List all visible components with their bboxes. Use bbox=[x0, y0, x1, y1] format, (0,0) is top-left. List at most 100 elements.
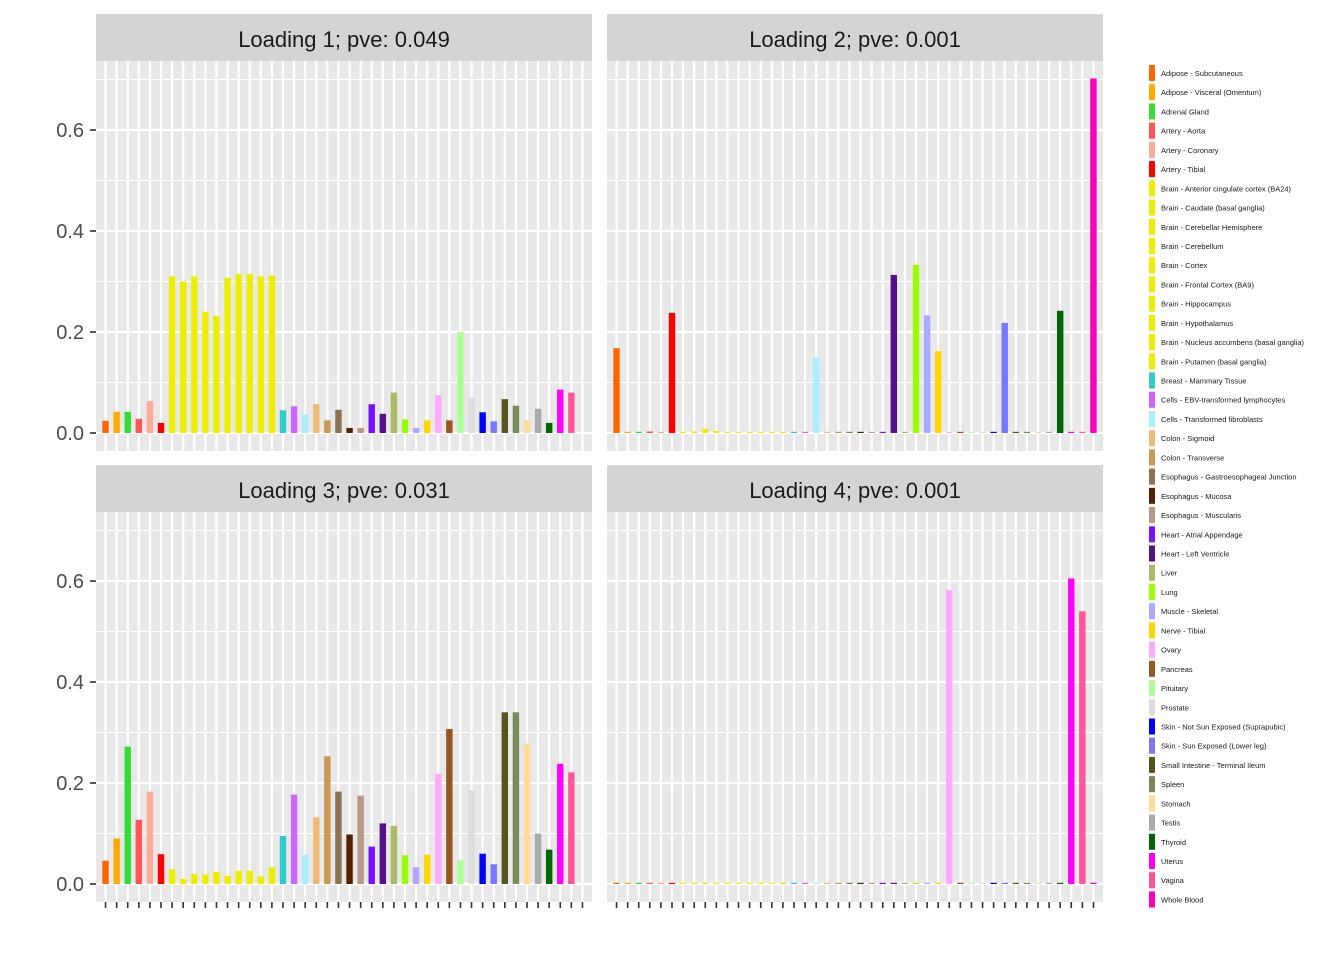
bar bbox=[279, 410, 287, 433]
legend-item: Uterus bbox=[1149, 853, 1183, 870]
legend-label: Muscle - Skeletal bbox=[1161, 607, 1218, 616]
bar bbox=[1023, 882, 1031, 884]
bar bbox=[946, 431, 953, 433]
bar bbox=[501, 712, 509, 884]
bar bbox=[879, 882, 886, 884]
legend-item: Heart - Left Ventricle bbox=[1149, 545, 1229, 562]
bar bbox=[324, 420, 331, 433]
bar bbox=[1056, 310, 1064, 433]
bar bbox=[968, 431, 975, 433]
bar bbox=[657, 882, 665, 884]
plot-background bbox=[607, 512, 1103, 902]
bar bbox=[979, 431, 986, 433]
bar bbox=[401, 855, 409, 884]
legend-swatch bbox=[1149, 410, 1155, 427]
bar bbox=[912, 882, 920, 884]
bar bbox=[135, 418, 143, 433]
bar bbox=[279, 836, 287, 884]
bar bbox=[713, 882, 720, 884]
legend-item: Muscle - Skeletal bbox=[1149, 603, 1218, 620]
bar bbox=[401, 419, 409, 433]
bar bbox=[868, 431, 875, 433]
bar bbox=[702, 882, 709, 884]
facet-panel: Loading 4; pve: 0.001 bbox=[607, 465, 1103, 908]
bar bbox=[724, 882, 731, 884]
bar bbox=[857, 431, 864, 433]
bar bbox=[557, 763, 564, 884]
legend-item: Skin - Not Sun Exposed (Suprapubic) bbox=[1149, 718, 1286, 735]
bar bbox=[168, 276, 176, 433]
bar bbox=[423, 854, 431, 884]
legend-swatch bbox=[1149, 65, 1155, 81]
bar bbox=[446, 728, 453, 884]
bar bbox=[113, 411, 120, 433]
legend-label: Brain - Anterior cingulate cortex (BA24) bbox=[1161, 184, 1292, 193]
legend-label: Lung bbox=[1161, 588, 1178, 597]
legend-label: Breast - Mammary Tissue bbox=[1161, 377, 1246, 386]
legend-swatch bbox=[1149, 660, 1155, 677]
bar bbox=[624, 882, 631, 884]
bar bbox=[290, 406, 298, 433]
legend-label: Adrenal Gland bbox=[1161, 107, 1209, 116]
bar bbox=[268, 867, 276, 884]
legend-swatch bbox=[1149, 449, 1155, 466]
legend-label: Brain - Frontal Cortex (BA9) bbox=[1161, 280, 1254, 289]
legend-swatch bbox=[1149, 583, 1155, 600]
bar bbox=[934, 351, 942, 433]
bar bbox=[191, 276, 198, 433]
legend-item: Skin - Sun Exposed (Lower leg) bbox=[1149, 737, 1267, 754]
bar bbox=[368, 846, 375, 884]
bar bbox=[568, 392, 575, 433]
legend-swatch bbox=[1149, 641, 1155, 658]
bar bbox=[1001, 882, 1008, 884]
bar bbox=[246, 273, 253, 433]
bar bbox=[1068, 578, 1075, 884]
legend-label: Artery - Coronary bbox=[1161, 146, 1219, 155]
bar bbox=[179, 878, 187, 884]
legend-swatch bbox=[1149, 237, 1155, 254]
bar bbox=[423, 420, 431, 433]
legend-label: Brain - Nucleus accumbens (basal ganglia… bbox=[1161, 338, 1304, 347]
bar bbox=[735, 882, 742, 884]
legend-item: Whole Blood bbox=[1149, 891, 1204, 908]
bar bbox=[235, 870, 242, 884]
legend-swatch bbox=[1149, 141, 1155, 158]
bar bbox=[146, 401, 154, 433]
bar bbox=[257, 876, 265, 884]
bar bbox=[690, 431, 698, 433]
plot-background bbox=[96, 512, 592, 902]
bar bbox=[635, 882, 642, 884]
legend-swatch bbox=[1149, 161, 1155, 178]
bar bbox=[257, 276, 265, 433]
bar bbox=[534, 408, 542, 433]
legend-label: Heart - Left Ventricle bbox=[1161, 550, 1229, 559]
facet-title: Loading 1; pve: 0.049 bbox=[238, 27, 450, 52]
legend-swatch bbox=[1149, 526, 1155, 543]
legend-item: Ovary bbox=[1149, 641, 1181, 658]
legend-swatch bbox=[1149, 833, 1155, 850]
bar bbox=[301, 414, 309, 433]
legend-item: Colon - Sigmoid bbox=[1149, 430, 1214, 447]
legend-item: Artery - Tibial bbox=[1149, 161, 1206, 178]
bar bbox=[613, 348, 620, 433]
bar bbox=[568, 772, 575, 884]
legend-item: Vagina bbox=[1149, 872, 1185, 889]
bar bbox=[613, 882, 620, 884]
legend-swatch bbox=[1149, 776, 1155, 793]
bar bbox=[635, 431, 642, 433]
legend-label: Brain - Cortex bbox=[1161, 261, 1208, 270]
legend-item: Thyroid bbox=[1149, 833, 1186, 850]
bar bbox=[102, 860, 109, 884]
bar bbox=[113, 838, 120, 884]
bar bbox=[412, 427, 420, 433]
legend-item: Adrenal Gland bbox=[1149, 103, 1209, 120]
legend-item: Brain - Hypothalamus bbox=[1149, 314, 1233, 331]
legend-item: Adipose - Subcutaneous bbox=[1149, 65, 1243, 81]
bar bbox=[1001, 322, 1008, 433]
bar bbox=[801, 882, 809, 884]
bar bbox=[801, 431, 809, 433]
bar bbox=[213, 871, 220, 884]
bar bbox=[534, 833, 542, 884]
legend-label: Brain - Hypothalamus bbox=[1161, 319, 1233, 328]
facet-strip bbox=[96, 465, 592, 512]
